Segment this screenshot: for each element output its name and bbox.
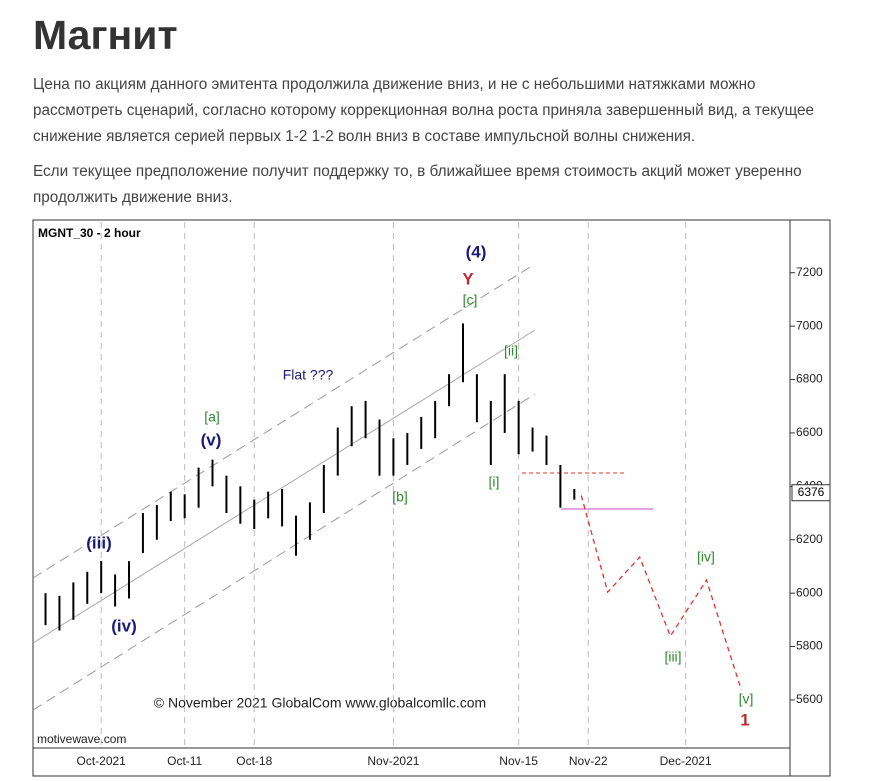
wave-label: [iii]: [664, 649, 681, 665]
wave-label: [v]: [739, 691, 754, 707]
price-label-box: [791, 484, 831, 502]
chart-frame: [32, 219, 831, 777]
wave-label: 1: [740, 710, 749, 729]
wave-label: Y: [462, 269, 474, 288]
wave-label: Flat ???: [283, 367, 334, 383]
channel-line: [32, 393, 536, 711]
channel-line: [32, 329, 536, 644]
wave-label: (iii): [86, 533, 112, 552]
x-tick-label: Oct-2021: [77, 754, 127, 768]
wave-label: [c]: [463, 292, 478, 308]
paragraph: Цена по акциям данного эмитента продолжи…: [33, 76, 815, 145]
y-tick-label: 6200: [796, 532, 823, 546]
y-tick-label: 6600: [796, 425, 823, 439]
y-tick-label: 7200: [796, 265, 823, 279]
y-tick-label: 7000: [796, 318, 823, 332]
x-tick-label: Nov-2021: [367, 754, 419, 768]
wave-label: [i]: [489, 474, 500, 490]
wave-label: [ii]: [504, 343, 518, 359]
chart-title: MGNT_30 - 2 hour: [38, 226, 141, 240]
y-tick-label: 5800: [796, 639, 823, 653]
y-tick-label: 6800: [796, 372, 823, 386]
x-tick-label: Dec-2021: [660, 754, 712, 768]
x-tick-label: Nov-15: [499, 754, 538, 768]
y-tick-label: 5600: [796, 692, 823, 706]
wave-label: [b]: [392, 489, 408, 505]
paragraph: Если текущее предположение получит подде…: [33, 163, 802, 206]
wave-label: [iv]: [697, 549, 715, 565]
x-tick-label: Oct-18: [236, 754, 272, 768]
channel-line: [32, 263, 536, 579]
wave-label: (v): [201, 430, 222, 449]
watermark: © November 2021 GlobalCom www.globalcoml…: [154, 695, 486, 711]
x-tick-label: Nov-22: [569, 754, 608, 768]
wave-label: (4): [466, 242, 487, 261]
y-tick-label: 6000: [796, 585, 823, 599]
forecast-line: [580, 495, 742, 691]
wave-label: [a]: [204, 409, 220, 425]
source: motivewave.com: [37, 732, 126, 746]
price-label: 6376: [798, 485, 825, 499]
wave-label: (iv): [111, 616, 137, 635]
x-tick-label: Oct-11: [167, 754, 202, 768]
title: Магнит: [33, 12, 178, 58]
